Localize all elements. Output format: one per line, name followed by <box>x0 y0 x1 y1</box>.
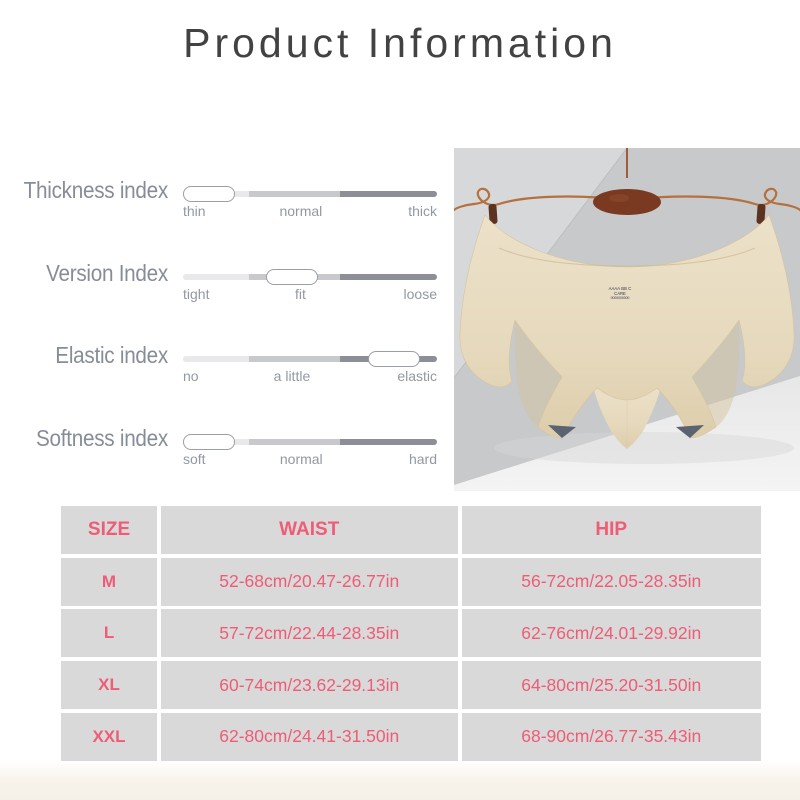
svg-text:0000000000: 0000000000 <box>611 296 630 300</box>
